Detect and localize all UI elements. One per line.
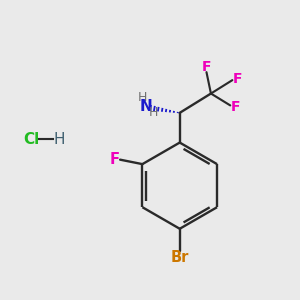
Text: Br: Br	[170, 250, 189, 265]
Text: H: H	[54, 132, 65, 147]
Text: F: F	[233, 72, 242, 86]
Text: Cl: Cl	[23, 132, 39, 147]
Text: H: H	[137, 92, 147, 104]
Text: H: H	[149, 106, 159, 119]
Text: F: F	[231, 100, 240, 114]
Text: F: F	[110, 152, 120, 166]
Text: N: N	[140, 98, 152, 113]
Text: F: F	[202, 60, 211, 74]
